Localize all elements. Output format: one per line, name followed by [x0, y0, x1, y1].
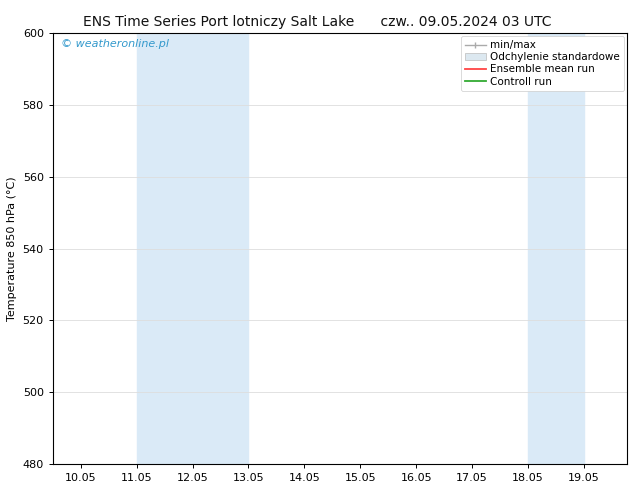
Y-axis label: Temperature 850 hPa (°C): Temperature 850 hPa (°C) — [7, 176, 17, 321]
Text: © weatheronline.pl: © weatheronline.pl — [61, 40, 169, 49]
Legend: min/max, Odchylenie standardowe, Ensemble mean run, Controll run: min/max, Odchylenie standardowe, Ensembl… — [461, 36, 624, 91]
Text: ENS Time Series Port lotniczy Salt Lake      czw.. 09.05.2024 03 UTC: ENS Time Series Port lotniczy Salt Lake … — [83, 15, 551, 29]
Bar — [528, 33, 584, 464]
Bar — [137, 33, 249, 464]
